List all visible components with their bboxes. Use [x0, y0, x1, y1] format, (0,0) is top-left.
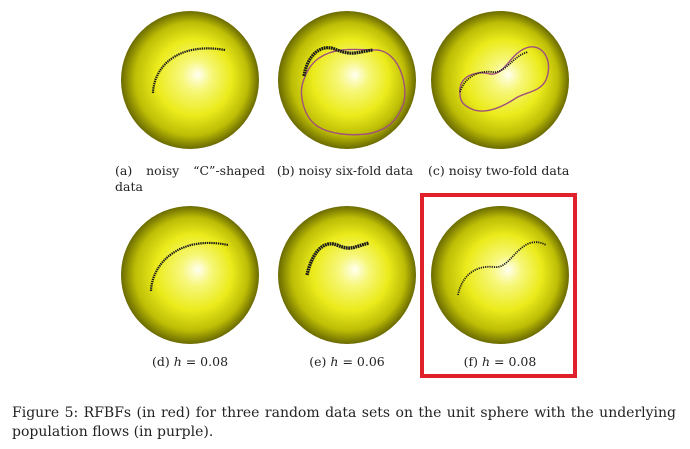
subcaption-a-line2: data [115, 179, 143, 194]
data-curve-a [151, 47, 226, 94]
data-curve-d [149, 241, 229, 292]
population-flow-b [300, 48, 406, 136]
subcaption-f-label: (f) [463, 354, 479, 369]
subcaption-d-label: (d) [151, 354, 170, 369]
sphere-c [431, 11, 569, 149]
population-flow-c [459, 46, 550, 112]
subcaption-e-value: = 0.06 [338, 354, 385, 369]
subcaption-f: (f) h = 0.08 [430, 354, 570, 370]
sphere-plot-c [431, 11, 569, 149]
sphere-d [121, 206, 259, 344]
sphere-b [278, 11, 416, 149]
data-curve-f [457, 241, 547, 296]
sphere-plot-d [121, 206, 259, 344]
sphere-e [278, 206, 416, 344]
subcaption-f-value: = 0.08 [490, 354, 537, 369]
subcaption-f-var: h [482, 354, 491, 369]
subcaption-b: (b) noisy six-fold data [276, 163, 414, 178]
subcaption-e-var: h [330, 354, 339, 369]
subcaption-a-word2: “C”-shaped [193, 163, 265, 178]
subcaption-c: (c) noisy two-fold data [428, 163, 570, 178]
subcaption-e: (e) h = 0.06 [277, 354, 417, 370]
subcaption-e-label: (e) [309, 354, 327, 369]
highlight-box-f [420, 193, 577, 378]
sphere-a [121, 11, 259, 149]
subcaption-d-value: = 0.08 [181, 354, 229, 369]
subcaption-a-label: (a) [115, 163, 133, 178]
subcaption-a-word1: noisy [146, 163, 180, 178]
data-curve-c [459, 51, 529, 93]
sphere-plot-e [278, 206, 416, 344]
data-curve-b [302, 46, 374, 77]
subcaption-d-var: h [173, 354, 182, 369]
subcaption-a: (a) noisy “C”-shaped data [115, 163, 265, 195]
data-curve-e [305, 241, 370, 276]
sphere-plot-a [121, 11, 259, 149]
sphere-f [431, 206, 569, 344]
figure-caption: Figure 5: RFBFs (in red) for three rando… [12, 405, 676, 440]
sphere-plot-b [278, 11, 416, 149]
sphere-plot-f [431, 206, 569, 344]
subcaption-d: (d) h = 0.08 [120, 354, 260, 370]
